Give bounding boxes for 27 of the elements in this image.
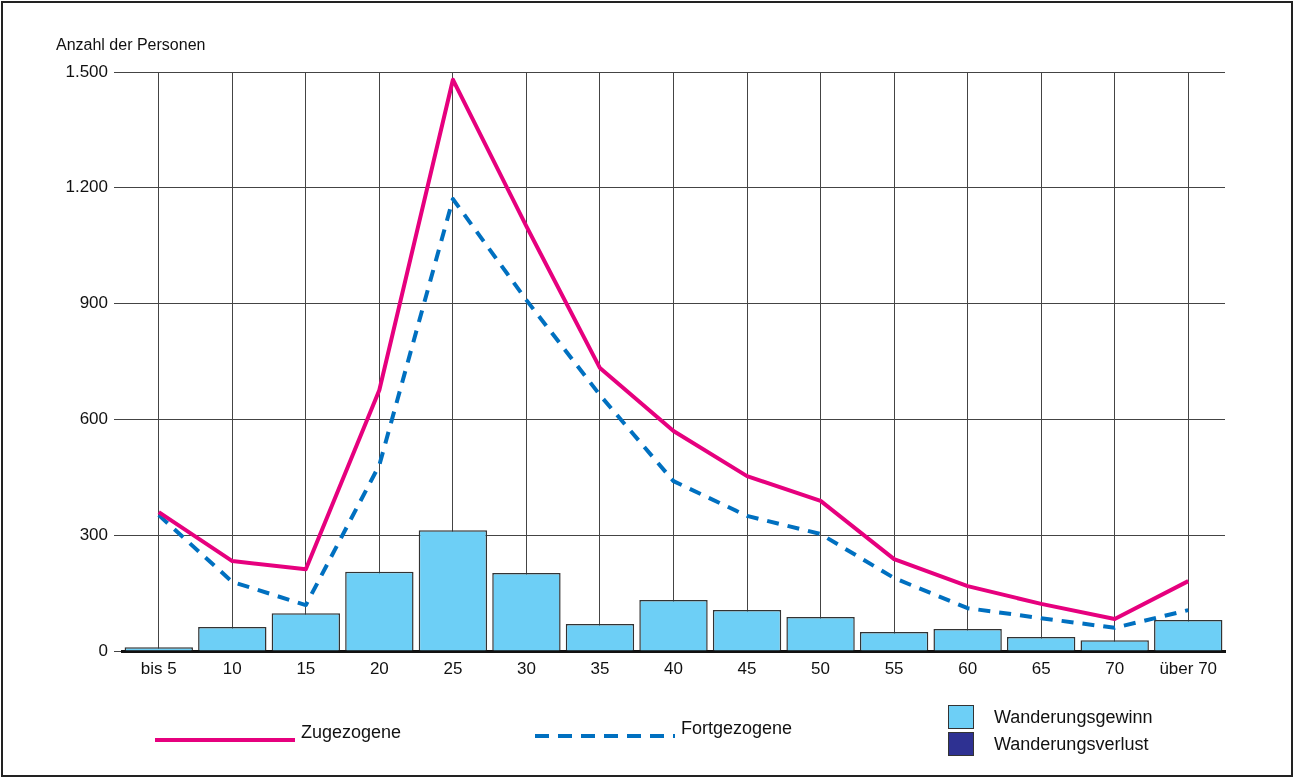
x-tick-label: 25: [443, 658, 463, 678]
x-tick-label: 20: [369, 658, 389, 678]
y-tick-label: 1.500: [65, 61, 108, 81]
x-tick-label: 10: [222, 658, 242, 678]
x-tick-label: 50: [811, 658, 831, 678]
legend-label: Zugezogene: [301, 722, 402, 743]
x-tick-label: 55: [884, 658, 904, 678]
x-tick-label: 15: [296, 658, 316, 678]
y-tick-label: 300: [79, 524, 108, 544]
legend-label: Fortgezogene: [681, 718, 793, 739]
x-tick-label: 60: [958, 658, 978, 678]
x-tick-label: 35: [590, 658, 610, 678]
x-tick-label: bis 5: [140, 658, 177, 678]
y-tick-label: 1.200: [65, 177, 108, 197]
y-tick-label: 600: [79, 409, 108, 429]
x-tick-label: 65: [1031, 658, 1051, 678]
y-tick-label: 0: [98, 640, 108, 660]
line-series: [156, 196, 1191, 630]
x-tick-label: 45: [737, 658, 757, 678]
x-tick-label: 30: [516, 658, 536, 678]
x-tick-label: 40: [664, 658, 683, 678]
y-tick-label: 900: [79, 293, 108, 313]
x-tick-label: über 70: [1159, 658, 1218, 678]
y-axis-title: Anzahl der Personen: [56, 36, 206, 54]
legend-label: Wanderungsverlust: [994, 733, 1149, 755]
legend-label: Wanderungsgewinn: [994, 706, 1153, 728]
x-tick-label: 70: [1105, 658, 1125, 678]
